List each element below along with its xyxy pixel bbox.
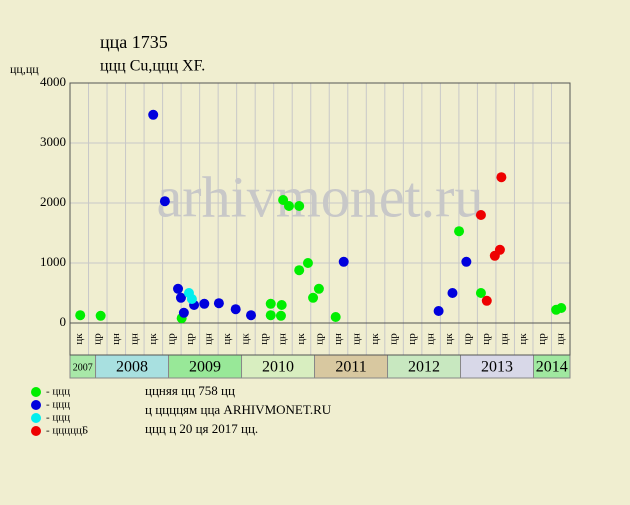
point [496,172,507,183]
point [447,288,458,298]
year-label: 2012 [408,359,440,376]
quarter-label: цр [184,333,196,345]
y-tick-label: 2000 [40,194,66,209]
quarter-label: цр [480,333,492,345]
point [246,310,257,321]
point [308,292,319,303]
quarter-label: цк [295,333,307,345]
quarter-label: цк [73,333,85,345]
quarter-label: цн [499,333,511,345]
quarter-label: цн [425,333,437,345]
point [178,307,189,318]
point [475,210,486,220]
quarter-label: цк [369,333,381,345]
point [330,312,341,322]
point [276,300,287,310]
quarter-label: цр [462,333,474,345]
point [75,310,86,321]
point [213,298,224,309]
y-axis-label: цц,цц [10,62,39,76]
point [338,256,349,267]
watermark: arhivmonet.ru [157,164,484,229]
point [199,298,210,309]
year-label: 2009 [189,359,221,376]
point [159,196,170,207]
year-label: 2007 [73,362,93,373]
year-label: 2013 [481,359,513,376]
quarter-label: цр [314,333,326,345]
point [313,283,324,294]
point [294,265,305,276]
legend-marker [31,426,41,436]
point [186,294,197,304]
quarter-label: цн [128,333,140,345]
point [489,250,500,261]
quarter-label: цн [276,333,288,345]
note: ц ццццям цца ARHIVMONET.RU [145,402,332,417]
year-label: 2014 [536,359,568,376]
chart-title: ццa 1735 [100,32,168,52]
point [230,304,241,315]
point [175,292,186,303]
legend-marker [31,413,41,423]
point [302,258,313,268]
year-label: 2011 [335,359,366,376]
legend-marker [31,387,41,397]
quarter-label: цр [91,333,103,345]
point [556,303,567,313]
quarter-label: цн [202,333,214,345]
quarter-label: цн [332,333,344,345]
y-tick-label: 3000 [40,134,66,149]
point [148,109,159,120]
point [275,310,286,321]
y-tick-label: 0 [60,314,67,329]
legend-label: - цццццБ [46,425,88,437]
legend-label: - ццц [46,386,70,398]
year-label: 2010 [262,359,294,376]
legend-label: - ццц [46,399,70,411]
point [454,226,465,237]
quarter-label: цн [110,333,122,345]
point [95,310,106,321]
quarter-label: цк [147,333,159,345]
legend-marker [31,400,41,410]
note: ццц ц 20 ця 2017 цц. [145,421,258,436]
point [265,310,276,321]
quarter-label: цк [517,333,529,345]
quarter-label: цн [351,333,363,345]
point [173,283,184,294]
point [433,306,444,316]
point [294,201,305,211]
quarter-label: цк [239,333,251,345]
quarter-label: цк [443,333,455,345]
y-tick-label: 1000 [40,254,66,269]
quarter-label: цр [165,333,177,345]
year-label: 2008 [116,359,148,376]
quarter-label: цр [258,333,270,345]
quarter-label: цн [554,333,566,345]
legend-label: - ццц [46,412,70,424]
plot-frame [69,82,571,356]
point [265,298,276,309]
quarter-label: цр [536,333,548,345]
quarter-label: цр [388,333,400,345]
point [475,288,486,298]
note: ццняя цц 758 цц [145,383,235,398]
y-tick-label: 4000 [40,74,66,89]
point [283,201,294,211]
quarter-label: цк [221,333,233,345]
quarter-label: цр [406,333,418,345]
point [461,256,472,267]
chart-subtitle: ццц Cu,ццц XF. [100,58,205,75]
point [481,295,492,306]
